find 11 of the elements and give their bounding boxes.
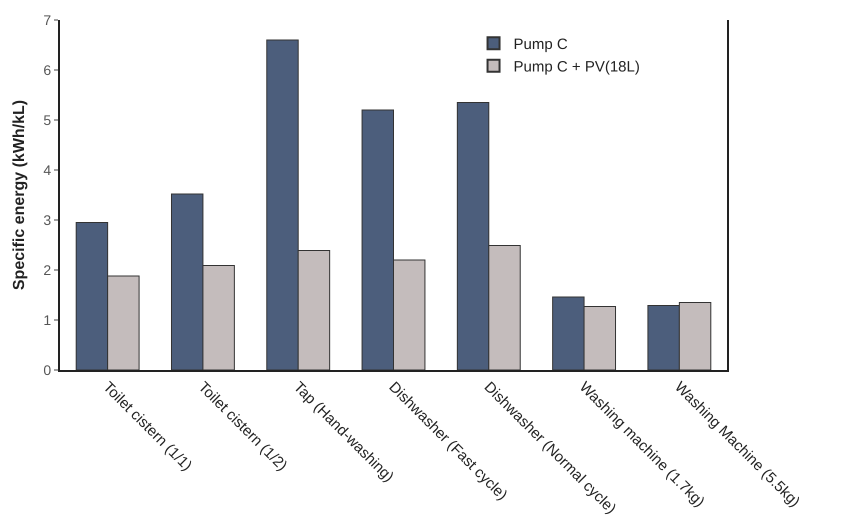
y-tick-label: 4 <box>43 162 52 178</box>
y-tick-label: 3 <box>43 212 52 228</box>
y-tick-label: 7 <box>43 12 52 28</box>
legend-label: Pump C + PV(18L) <box>514 58 640 76</box>
y-tick-label: 2 <box>43 262 52 278</box>
y-tick-label: 5 <box>43 112 52 128</box>
y-tick-label: 1 <box>43 312 52 328</box>
y-axis-title: Specific energy (kWh/kL) <box>10 100 28 290</box>
y-tick-label: 6 <box>43 62 52 78</box>
y-tick-label: 0 <box>43 362 52 378</box>
legend-label: Pump C <box>514 36 568 54</box>
